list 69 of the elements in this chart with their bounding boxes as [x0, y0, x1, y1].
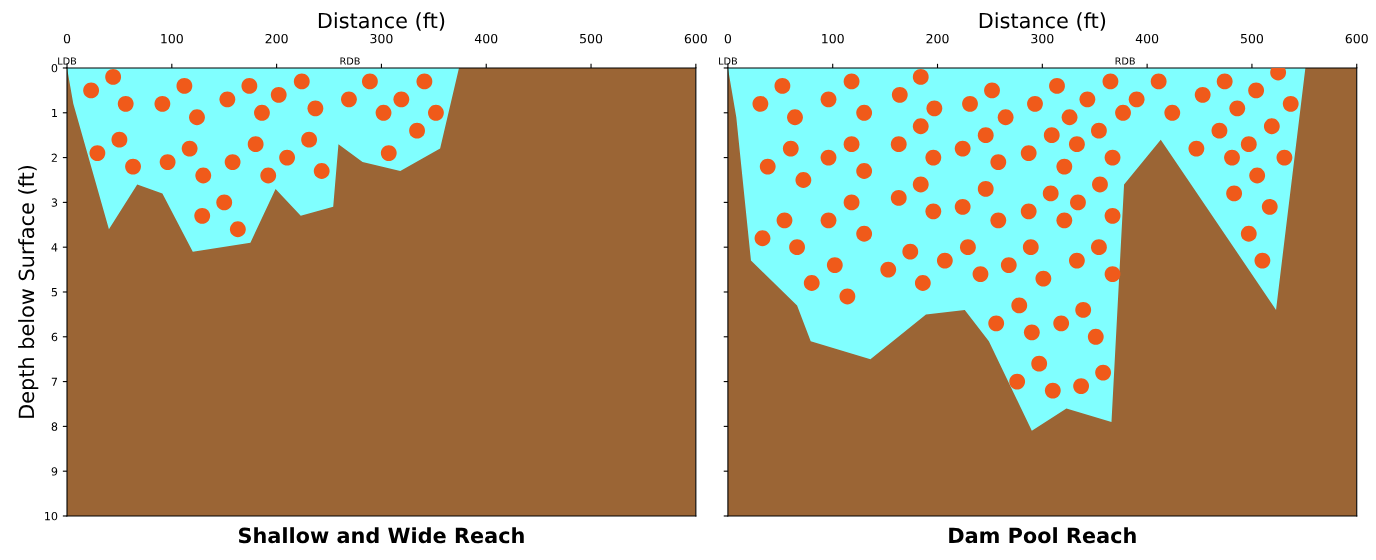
x-tick-label: 100	[161, 33, 183, 44]
point	[189, 109, 205, 126]
annotation: RDB	[1115, 57, 1135, 65]
point	[194, 207, 211, 224]
point	[393, 91, 410, 108]
x-tick-label: 600	[1345, 33, 1368, 44]
point	[105, 69, 122, 85]
x-tick-label: 300	[1031, 33, 1054, 44]
text: Dam Pool Reach	[949, 527, 1136, 544]
point	[229, 221, 246, 238]
point	[361, 73, 378, 90]
y-tick-label: 3	[51, 198, 58, 207]
text: Shallow and Wide Reach	[238, 527, 524, 544]
point	[83, 82, 100, 99]
point	[416, 73, 433, 90]
point	[154, 95, 171, 112]
point	[307, 100, 324, 117]
x-tick-label: 500	[580, 33, 603, 44]
annotation: LDB	[719, 57, 737, 65]
x-tick-label: 500	[1240, 33, 1264, 44]
annotation: RDB	[340, 57, 360, 65]
x-tick-label: 400	[474, 33, 498, 44]
x-tick-label: 200	[265, 33, 288, 44]
point	[279, 149, 296, 166]
point	[380, 145, 397, 162]
y-tick-label: 10	[45, 511, 58, 521]
point	[195, 167, 212, 184]
annotation: LDB	[58, 57, 77, 65]
point	[224, 154, 241, 170]
x-axis-title: Distance (ft)	[979, 12, 1106, 31]
point	[181, 140, 198, 157]
y-tick-label: 7	[51, 377, 58, 386]
point	[89, 145, 106, 162]
point	[219, 91, 236, 108]
point	[428, 104, 444, 121]
point	[159, 154, 176, 170]
point	[241, 77, 258, 94]
point	[301, 131, 318, 148]
x-tick-label: 400	[1135, 33, 1159, 44]
x-tick-label: 200	[926, 33, 949, 44]
y-axis-title: Depth below Surface (ft)	[18, 165, 39, 418]
point	[293, 73, 310, 90]
point	[176, 77, 193, 94]
y-tick-label: 6	[51, 332, 58, 342]
point	[111, 131, 128, 148]
point	[247, 136, 264, 153]
x-tick-label: 100	[822, 33, 844, 44]
point	[409, 122, 425, 139]
y-tick-label: 8	[51, 422, 58, 431]
point	[375, 104, 392, 121]
point	[254, 104, 270, 121]
point	[270, 86, 287, 103]
y-tick-label: 5	[51, 288, 58, 297]
y-tick-label: 1	[52, 108, 57, 118]
point	[117, 95, 134, 112]
point	[216, 194, 233, 211]
y-tick-label: 4	[51, 243, 58, 252]
y-tick-label: 0	[51, 63, 58, 73]
y-tick-label: 9	[51, 467, 58, 476]
x-tick-label: 0	[63, 33, 71, 44]
point	[341, 91, 357, 108]
point	[260, 167, 277, 184]
y-tick-label: 2	[51, 153, 57, 162]
x-tick-label: 0	[724, 33, 732, 44]
x-tick-label: 600	[684, 33, 707, 44]
x-axis-title: Distance (ft)	[318, 12, 445, 31]
point	[125, 158, 141, 175]
point	[313, 163, 330, 179]
x-tick-label: 300	[370, 33, 393, 44]
